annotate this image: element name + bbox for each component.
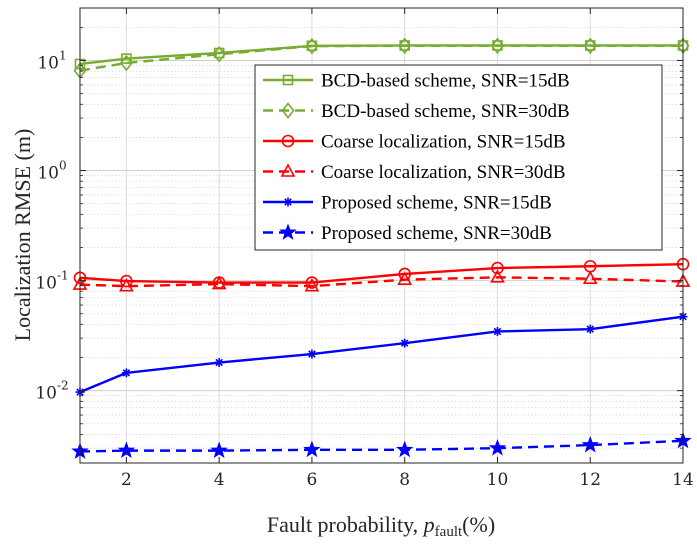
marker-diamond bbox=[281, 102, 295, 119]
marker-star bbox=[210, 441, 228, 459]
legend-entry: BCD-based scheme, SNR=30dB bbox=[263, 101, 570, 122]
marker-asterisk bbox=[307, 349, 317, 359]
marker-square bbox=[121, 53, 132, 64]
legend-entry: Proposed scheme, SNR=30dB bbox=[263, 223, 552, 244]
y-tick-label: 101 bbox=[37, 49, 66, 74]
ticks bbox=[80, 7, 684, 463]
series-line bbox=[79, 44, 683, 72]
marker-asterisk-stroke bbox=[215, 358, 223, 367]
legend-label: BCD-based scheme, SNR=15dB bbox=[321, 71, 570, 92]
marker-triangle bbox=[397, 271, 413, 285]
marker-star bbox=[117, 441, 136, 459]
marker-star bbox=[395, 440, 414, 458]
legend-label: BCD-based scheme, SNR=30dB bbox=[321, 101, 570, 122]
legend-label: Proposed scheme, SNR=30dB bbox=[321, 223, 552, 244]
marker-asterisk bbox=[121, 368, 131, 378]
legend-entry: Proposed scheme, SNR=15dB bbox=[263, 193, 552, 214]
marker-diamond bbox=[305, 37, 319, 55]
series-line bbox=[79, 262, 684, 284]
x-tick-labels: 2 4 6 8 10 12 14 bbox=[121, 470, 694, 490]
marker-circle bbox=[491, 261, 504, 275]
marker-star bbox=[581, 435, 599, 453]
x-tick-label: 8 bbox=[399, 470, 410, 490]
legend-label: Coarse localization, SNR=30dB bbox=[321, 162, 566, 183]
y-tick-label: 10-1 bbox=[35, 269, 68, 294]
series-line bbox=[79, 439, 684, 453]
axes-box bbox=[79, 7, 684, 464]
marker-star bbox=[279, 223, 297, 240]
marker-diamond bbox=[490, 37, 504, 55]
y-tick-label: 10-2 bbox=[35, 379, 68, 404]
legend-label: Proposed scheme, SNR=15dB bbox=[321, 193, 552, 214]
legend-entry: Coarse localization, SNR=15dB bbox=[263, 132, 566, 153]
marker-diamond bbox=[212, 45, 226, 63]
marker-diamond bbox=[398, 37, 412, 55]
marker-triangle bbox=[211, 275, 227, 290]
marker-asterisk-stroke bbox=[586, 325, 594, 333]
legend-entry: Coarse localization, SNR=30dB bbox=[263, 162, 566, 183]
series-line bbox=[79, 315, 684, 394]
marker-triangle bbox=[280, 163, 296, 177]
y-tick-labels: 10-2 10-1 100 101 bbox=[35, 49, 68, 404]
x-tick-label: 12 bbox=[579, 470, 601, 490]
x-tick-label: 2 bbox=[121, 470, 132, 490]
marker-triangle bbox=[304, 277, 320, 292]
legend-entry: BCD-based scheme, SNR=15dB bbox=[263, 71, 570, 92]
marker-circle bbox=[120, 274, 133, 288]
marker-triangle bbox=[582, 270, 598, 285]
marker-triangle bbox=[490, 269, 505, 283]
x-tick-label: 6 bbox=[307, 470, 318, 490]
x-tick-label: 4 bbox=[214, 470, 225, 490]
marker-asterisk bbox=[214, 358, 224, 368]
marker-circle bbox=[305, 276, 319, 289]
marker-asterisk-stroke bbox=[400, 339, 409, 347]
marker-star bbox=[488, 439, 507, 456]
marker-asterisk-stroke bbox=[284, 198, 292, 206]
legend-box bbox=[254, 64, 663, 251]
marker-asterisk bbox=[400, 338, 410, 348]
legend-label: Coarse localization, SNR=15dB bbox=[321, 132, 566, 153]
marker-asterisk-stroke bbox=[493, 327, 502, 336]
series-line bbox=[79, 276, 684, 288]
series-group bbox=[71, 37, 692, 459]
marker-asterisk bbox=[585, 324, 595, 334]
marker-asterisk-stroke bbox=[308, 350, 316, 358]
x-tick-label: 14 bbox=[672, 470, 694, 490]
x-axis-label: Fault probability, pfault(%) bbox=[267, 512, 495, 540]
marker-asterisk bbox=[283, 197, 293, 207]
marker-circle bbox=[281, 134, 295, 148]
marker-square bbox=[282, 74, 294, 86]
y-tick-label: 100 bbox=[37, 159, 66, 184]
marker-asterisk bbox=[492, 326, 502, 336]
y-axis-label: Localization RMSE (m) bbox=[10, 129, 35, 342]
marker-triangle bbox=[119, 277, 134, 292]
marker-star bbox=[303, 440, 321, 458]
x-tick-label: 10 bbox=[487, 470, 509, 490]
marker-diamond bbox=[583, 37, 597, 55]
marker-diamond bbox=[119, 54, 133, 72]
marker-asterisk-stroke bbox=[122, 369, 131, 377]
legend: BCD-based scheme, SNR=15dB BCD-based sche… bbox=[254, 64, 663, 251]
